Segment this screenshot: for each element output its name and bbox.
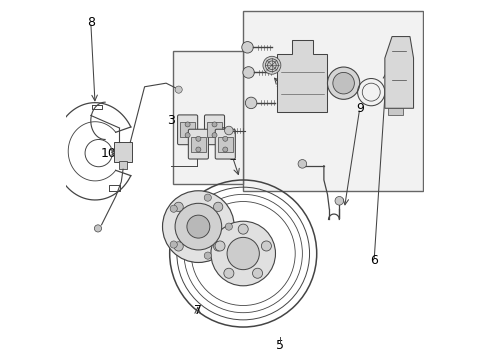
Text: 5: 5 <box>276 339 284 352</box>
Circle shape <box>185 122 190 127</box>
Circle shape <box>252 268 263 278</box>
Bar <box>191 137 206 152</box>
Circle shape <box>95 225 101 232</box>
Text: 6: 6 <box>370 254 378 267</box>
Polygon shape <box>277 40 327 112</box>
Circle shape <box>335 197 343 205</box>
Circle shape <box>224 268 234 278</box>
Bar <box>114 142 132 162</box>
Text: 3: 3 <box>168 114 175 127</box>
Circle shape <box>227 237 259 270</box>
Circle shape <box>298 159 307 168</box>
FancyBboxPatch shape <box>204 115 224 145</box>
Circle shape <box>214 242 223 251</box>
Text: 2: 2 <box>275 77 283 90</box>
FancyBboxPatch shape <box>177 115 197 145</box>
Circle shape <box>170 205 177 212</box>
Circle shape <box>333 72 354 94</box>
Circle shape <box>174 202 183 212</box>
Circle shape <box>245 97 257 109</box>
Circle shape <box>223 147 228 152</box>
FancyBboxPatch shape <box>188 129 208 159</box>
Polygon shape <box>385 37 414 108</box>
Circle shape <box>175 203 221 250</box>
Circle shape <box>204 252 211 259</box>
Text: 8: 8 <box>87 16 95 29</box>
Text: 10: 10 <box>101 147 117 159</box>
Text: 7: 7 <box>194 305 202 318</box>
Circle shape <box>196 147 201 152</box>
Circle shape <box>212 133 217 138</box>
Bar <box>173 51 243 184</box>
FancyBboxPatch shape <box>215 129 235 159</box>
Circle shape <box>163 191 234 262</box>
Circle shape <box>211 221 275 286</box>
Circle shape <box>187 215 210 238</box>
Bar <box>207 122 222 137</box>
Circle shape <box>223 136 228 141</box>
Text: 1: 1 <box>228 150 236 163</box>
Circle shape <box>261 241 271 251</box>
Circle shape <box>185 133 190 138</box>
Text: 9: 9 <box>356 102 364 115</box>
Bar <box>218 137 233 152</box>
Text: 4: 4 <box>186 129 194 142</box>
Circle shape <box>212 122 217 127</box>
Circle shape <box>243 67 254 78</box>
Circle shape <box>242 41 253 53</box>
Circle shape <box>175 86 182 93</box>
Circle shape <box>170 241 177 248</box>
Bar <box>243 12 422 191</box>
Circle shape <box>196 136 201 141</box>
Circle shape <box>224 126 233 135</box>
Circle shape <box>204 194 211 201</box>
Polygon shape <box>389 108 403 116</box>
Circle shape <box>327 67 360 99</box>
Bar <box>119 161 127 169</box>
Circle shape <box>238 224 248 234</box>
Circle shape <box>263 56 281 74</box>
Circle shape <box>174 242 183 251</box>
Circle shape <box>214 202 223 212</box>
Circle shape <box>215 241 225 251</box>
Bar <box>180 122 195 137</box>
Circle shape <box>225 223 232 230</box>
